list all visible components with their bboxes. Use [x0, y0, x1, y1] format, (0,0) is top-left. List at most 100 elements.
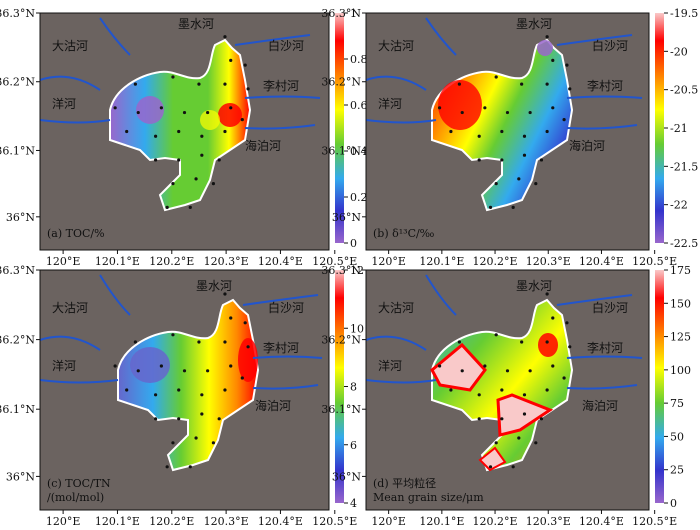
river	[39, 75, 101, 91]
station-marker	[223, 388, 227, 392]
station-marker	[188, 205, 192, 209]
station-marker	[517, 436, 521, 440]
station-marker	[511, 205, 515, 209]
longitude-ticks-d: 120°E 120.1°E 120.2°E 120.3°E 120.4°E 120.5°E	[371, 510, 677, 528]
panel-label-line2: Mean grain size/μm	[373, 491, 484, 504]
station-marker	[133, 340, 137, 344]
station-marker	[200, 412, 204, 416]
station-marker	[568, 87, 572, 91]
longitude-tick-label: 120.3°E	[204, 255, 249, 268]
station-marker	[565, 321, 569, 325]
colorbar-tick-label: 0	[670, 497, 677, 510]
station-marker	[522, 412, 527, 416]
river	[566, 355, 643, 359]
station-marker	[477, 393, 481, 397]
station-marker	[522, 393, 527, 397]
station-marker	[568, 345, 572, 349]
colorbar-tick-label: 0.2	[350, 191, 368, 204]
longitude-tick-label: 120.2°E	[473, 255, 518, 268]
map-frame	[39, 269, 330, 511]
longitude-tick-label: 120.5°E	[312, 515, 357, 528]
station-marker	[171, 333, 175, 337]
river	[242, 294, 319, 306]
coldspot	[136, 96, 164, 124]
longitude-tick-label: 120.4°E	[258, 515, 303, 528]
river-label-moshui: 墨水河	[178, 17, 214, 31]
colorbar-tick-label: 12	[350, 264, 364, 277]
station-marker	[457, 340, 461, 344]
bay-field	[117, 298, 260, 472]
panel-b: 墨水河 大沽河 白沙河 李村河 洋河 海泊河 (b) δ¹³C/‰ -19.5-…	[365, 7, 698, 251]
colorbar-tick-label: 4	[350, 497, 357, 510]
longitude-tick-label: 120°E	[371, 515, 406, 528]
latitude-tick-label: 36.1°N	[321, 403, 361, 416]
colorbar-tick-label: -20.5	[670, 84, 698, 97]
colorbar	[335, 270, 344, 503]
station-marker	[477, 417, 481, 421]
river	[425, 17, 457, 56]
station-marker	[494, 441, 498, 445]
station-marker	[229, 58, 233, 63]
colorbar-ticks: -19.5 -20 -20.5 -21 -21.5 -22 -22.5	[664, 7, 698, 250]
colorbar-tick-label: -22.5	[670, 237, 698, 250]
station-marker	[534, 441, 538, 445]
river	[425, 274, 457, 316]
station-marker	[539, 417, 544, 421]
coldspot	[130, 347, 170, 383]
longitude-tick-label: 120.5°E	[632, 515, 677, 528]
station-marker	[449, 388, 453, 392]
river	[365, 119, 437, 124]
station-marker	[545, 82, 549, 86]
station-marker	[545, 292, 549, 296]
colorbar-tick-label: -20	[670, 45, 688, 58]
river-label-baisha: 白沙河	[268, 300, 304, 315]
colorbar-tick-label: 125	[670, 331, 691, 344]
station-marker	[528, 110, 532, 115]
map-frame	[39, 12, 330, 251]
river-label-dagu: 大沽河	[52, 39, 88, 53]
latitude-ticks-b: 36.3°N 36.2°N 36.1°N 36°N	[321, 7, 366, 224]
latitude-tick-label: 36.2°N	[0, 76, 35, 89]
station-marker	[223, 82, 227, 86]
station-marker	[125, 388, 129, 392]
station-marker	[500, 158, 504, 162]
station-marker	[177, 129, 181, 134]
river	[365, 75, 427, 91]
river	[39, 379, 119, 384]
station-marker	[500, 417, 504, 421]
station-marker	[154, 158, 158, 162]
longitude-ticks-b: 120°E 120.1°E 120.2°E 120.3°E 120.4°E 120.5°E	[371, 250, 677, 268]
station-marker	[188, 465, 192, 469]
river	[566, 384, 638, 390]
latitude-tick-label: 36.3°N	[321, 264, 361, 277]
river-label-licun: 李村河	[587, 78, 623, 93]
station-marker	[206, 110, 210, 115]
colorbar-tick-label: -21.5	[670, 160, 698, 173]
station-markers	[437, 35, 572, 209]
station-marker	[246, 345, 250, 349]
latitude-tick-label: 36°N	[332, 211, 361, 224]
panel-c: 墨水河 大沽河 白沙河 李村河 洋河 海泊河 (c) TOC/TN /(mol/…	[39, 264, 364, 511]
hotspot	[538, 333, 558, 357]
river-label-dagu: 大沽河	[52, 301, 88, 315]
river	[365, 335, 427, 351]
bay-field	[109, 38, 252, 212]
river	[39, 335, 101, 351]
station-marker	[154, 417, 158, 421]
colorbar-tick-label: 100	[670, 364, 691, 377]
station-marker	[500, 129, 504, 134]
station-marker	[551, 106, 555, 110]
colorbar-tick-label: 0.4	[350, 145, 368, 158]
station-marker	[171, 182, 175, 186]
longitude-tick-label: 120.4°E	[258, 255, 303, 268]
map-frame	[365, 12, 650, 251]
station-marker	[522, 153, 527, 157]
station-marker	[483, 106, 487, 110]
longitude-tick-label: 120.2°E	[149, 255, 194, 268]
station-marker	[211, 441, 215, 445]
station-marker	[200, 153, 204, 157]
panel-label: (c) TOC/TN	[47, 477, 111, 490]
latitude-tick-label: 36°N	[6, 470, 35, 483]
station-marker	[522, 134, 527, 138]
